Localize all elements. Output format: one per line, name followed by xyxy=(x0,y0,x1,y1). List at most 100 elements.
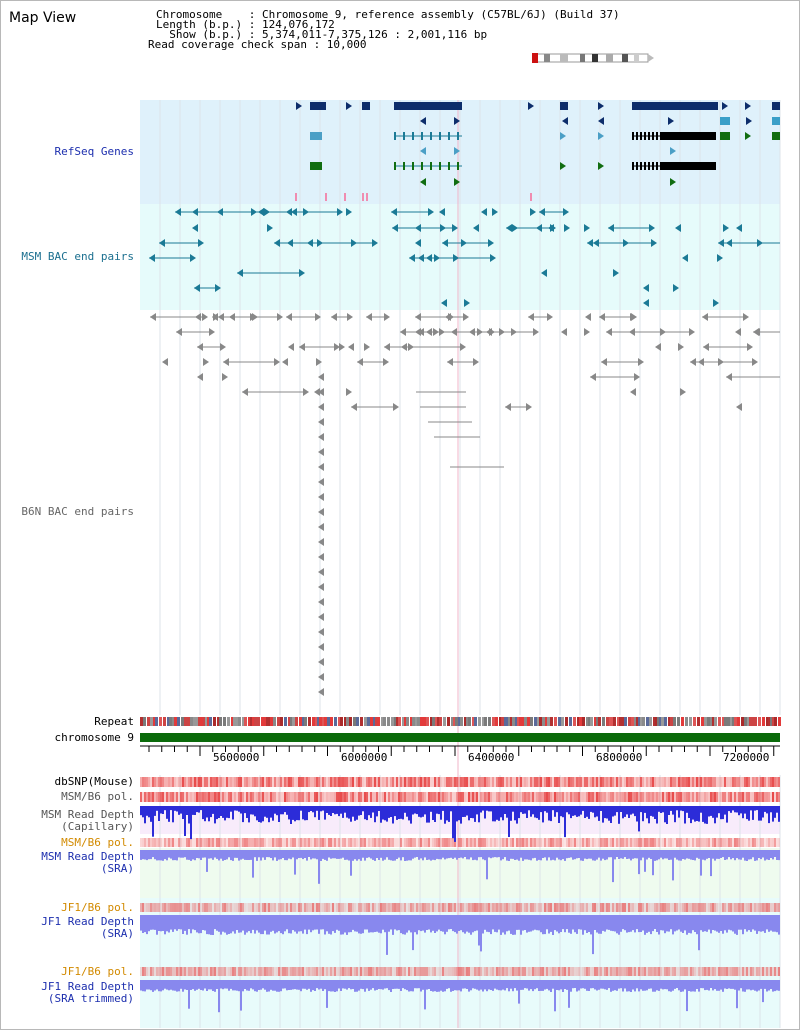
track-label-refseq[interactable]: RefSeq Genes xyxy=(54,145,134,158)
msm-depth-sra-bar xyxy=(364,850,366,861)
msm-bac-end xyxy=(673,284,679,292)
jf1-pol2-heat xyxy=(502,967,504,976)
msm-pol-heat xyxy=(600,792,602,802)
track-label-msm-depth-sra[interactable]: MSM Read Depth xyxy=(41,850,134,863)
jf1-pol2-heat xyxy=(550,967,552,976)
msm-pol2-heat xyxy=(294,838,296,847)
refseq-gene xyxy=(772,102,780,110)
repeat-element xyxy=(594,717,597,726)
dbsnp-heat xyxy=(336,777,338,787)
msm-depth-sra-bar xyxy=(628,850,630,859)
msm-depth-sra-bar xyxy=(366,850,368,858)
jf1-pol-heat xyxy=(186,903,188,912)
msm-pol2-heat xyxy=(378,838,380,847)
msm-pol-heat xyxy=(308,792,310,802)
refseq-exon xyxy=(660,132,716,140)
dbsnp-heat xyxy=(286,777,288,787)
dbsnp-heat xyxy=(150,777,152,787)
msm-depth-capillary-bar xyxy=(752,806,754,820)
dbsnp-heat xyxy=(692,777,694,787)
msm-pol-heat xyxy=(494,792,496,802)
b6n-bac-end xyxy=(339,343,345,351)
jf1-pol-heat xyxy=(610,903,612,912)
jf1-depth-sra-bar xyxy=(250,915,252,934)
track-label-jf1-depth-sra[interactable]: JF1 Read Depth xyxy=(41,915,134,928)
jf1-pol2-heat xyxy=(562,967,564,976)
track-label-b6n-bac[interactable]: B6N BAC end pairs xyxy=(21,505,134,518)
msm-pol-heat xyxy=(328,792,330,802)
jf1-pol2-heat xyxy=(426,967,428,976)
dbsnp-heat xyxy=(654,777,656,787)
msm-pol2-heat xyxy=(516,838,518,847)
msm-pol2-heat xyxy=(162,838,164,847)
msm-depth-sra-bar xyxy=(228,850,230,858)
msm-pol2-heat xyxy=(422,838,424,847)
msm-depth-sra-bar xyxy=(716,850,718,859)
chromosome-ideogram[interactable] xyxy=(530,53,655,63)
msm-pol-heat xyxy=(476,792,478,802)
msm-depth-sra-bar xyxy=(224,850,226,860)
msm-depth-sra-bar xyxy=(584,850,586,859)
jf1-depth-trimmed-bar xyxy=(614,980,616,991)
repeat-element xyxy=(653,717,656,726)
msm-pol-heat xyxy=(774,792,776,802)
msm-depth-capillary-bar xyxy=(476,806,478,815)
dbsnp-heat xyxy=(778,777,780,787)
track-label-msm-depth-capillary[interactable]: MSM Read Depth xyxy=(41,808,134,821)
jf1-pol2-heat xyxy=(374,967,376,976)
track-label-jf1-pol[interactable]: JF1/B6 pol. xyxy=(61,901,134,914)
msm-depth-capillary-bar xyxy=(298,806,300,821)
jf1-depth-trimmed-bar xyxy=(530,980,532,990)
track-label-jf1-pol-2[interactable]: JF1/B6 pol. xyxy=(61,965,134,978)
jf1-depth-sra-bar xyxy=(662,915,664,931)
msm-depth-capillary-bar xyxy=(622,806,624,819)
msm-depth-capillary-bar xyxy=(612,806,614,817)
jf1-pol2-heat xyxy=(158,967,160,976)
msm-depth-capillary-bar xyxy=(710,806,712,816)
msm-pol2-heat xyxy=(466,838,468,847)
repeat-element xyxy=(770,717,773,726)
jf1-depth-sra-bar xyxy=(382,915,384,930)
jf1-depth-trimmed-bar xyxy=(644,980,646,991)
jf1-depth-trimmed-bar xyxy=(424,980,426,1010)
msm-depth-sra-bar xyxy=(362,850,364,858)
b6n-bac-end xyxy=(318,403,324,411)
repeat-element xyxy=(732,717,735,726)
jf1-pol2-heat xyxy=(194,967,196,976)
msm-depth-sra-bar xyxy=(230,850,232,861)
repeat-element xyxy=(547,717,550,726)
b6n-bac-end xyxy=(752,358,758,366)
repeat-element xyxy=(499,717,502,726)
jf1-pol-heat xyxy=(590,903,592,912)
msm-depth-capillary-bar xyxy=(714,806,716,824)
msm-pol2-heat xyxy=(190,838,192,847)
msm-depth-capillary-bar xyxy=(456,806,458,822)
msm-depth-sra-bar xyxy=(686,850,688,859)
msm-pol-heat xyxy=(602,792,604,802)
dbsnp-heat xyxy=(422,777,424,787)
repeat-element xyxy=(758,717,761,726)
repeat-element xyxy=(492,717,495,726)
msm-depth-sra-bar xyxy=(416,850,418,857)
track-label-msm-bac[interactable]: MSM BAC end pairs xyxy=(21,250,134,263)
track-label-msm-pol-2[interactable]: MSM/B6 pol. xyxy=(61,836,134,849)
repeat-element xyxy=(722,717,725,726)
msm-depth-sra-bar xyxy=(502,850,504,860)
jf1-depth-sra-bar xyxy=(654,915,656,929)
msm-depth-capillary-bar xyxy=(144,806,146,824)
jf1-pol-heat xyxy=(714,903,716,912)
msm-pol2-heat xyxy=(146,838,148,847)
repeat-element xyxy=(582,717,585,726)
track-label-jf1-depth-trimmed[interactable]: JF1 Read Depth xyxy=(41,980,134,993)
jf1-depth-sra-bar xyxy=(356,915,358,932)
track-label-dbsnp[interactable]: dbSNP(Mouse) xyxy=(54,775,134,788)
msm-pol-heat xyxy=(342,792,344,802)
msm-depth-sra-bar xyxy=(140,850,142,860)
jf1-depth-trimmed-bar xyxy=(238,980,240,992)
track-label-msm-pol[interactable]: MSM/B6 pol. xyxy=(61,790,134,803)
msm-depth-sra-bar xyxy=(422,850,424,861)
msm-depth-capillary-bar xyxy=(214,806,216,824)
msm-pol2-heat xyxy=(726,838,728,847)
refseq-marker xyxy=(295,193,297,201)
